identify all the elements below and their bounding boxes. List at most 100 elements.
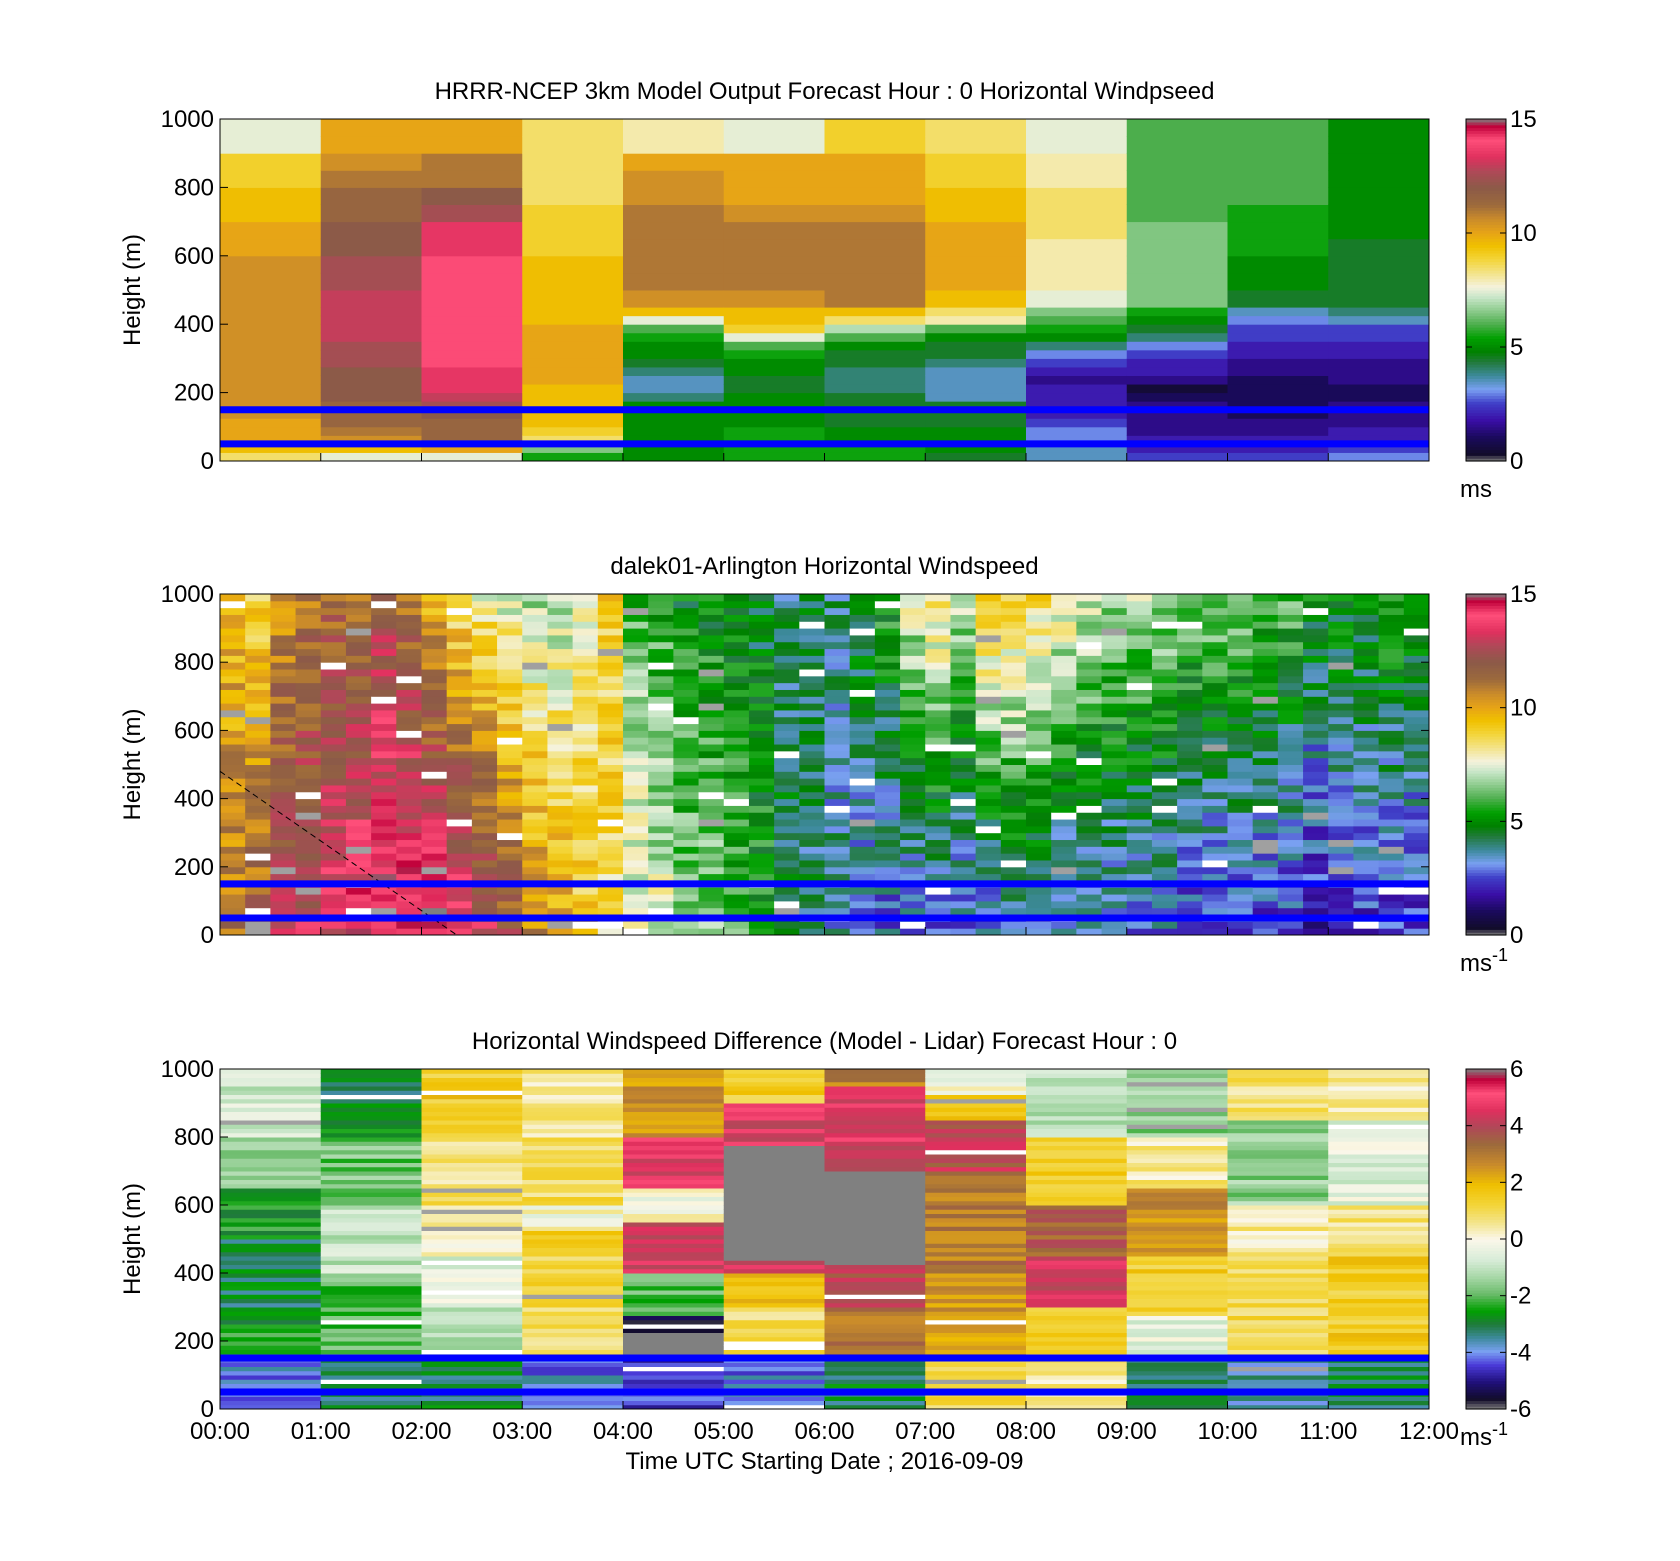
colorbar-swatch <box>1466 156 1506 160</box>
heatmap-cell <box>950 819 977 827</box>
heatmap-cell <box>1378 662 1405 670</box>
heatmap-cell <box>1353 703 1380 711</box>
heatmap-cell <box>547 594 574 602</box>
heatmap-cell <box>824 1217 926 1223</box>
colorbar-swatch <box>1466 1182 1506 1186</box>
heatmap-cell <box>1126 332 1228 342</box>
heatmap-cell <box>874 832 901 841</box>
heatmap-cell <box>1277 696 1304 704</box>
heatmap-cell <box>1026 703 1052 711</box>
heatmap-cell <box>270 887 297 895</box>
heatmap-cell <box>1026 1158 1128 1163</box>
heatmap-cell <box>220 366 322 376</box>
heatmap-cell <box>421 641 448 650</box>
heatmap-cell <box>396 648 422 656</box>
heatmap-cell <box>522 1328 624 1333</box>
heatmap-cell <box>320 621 347 629</box>
colorbar-swatch <box>1466 281 1506 285</box>
heatmap-cell <box>1202 921 1228 929</box>
heatmap-cell <box>245 634 271 643</box>
heatmap-cell <box>925 887 951 895</box>
heatmap-cell <box>1328 1315 1430 1321</box>
heatmap-cell <box>849 737 876 745</box>
heatmap-cell <box>1227 1103 1329 1108</box>
colorbar-swatch <box>1466 889 1506 893</box>
heatmap-cell <box>421 1222 523 1227</box>
heatmap-cell <box>648 600 674 609</box>
heatmap-cell <box>597 594 624 602</box>
heatmap-cell <box>950 750 977 759</box>
heatmap-cell <box>421 689 448 697</box>
heatmap-cell <box>295 805 322 813</box>
heatmap-cell <box>1126 384 1228 394</box>
colorbar-swatch <box>1466 1281 1506 1285</box>
heatmap-cell <box>421 1081 523 1087</box>
heatmap-cell <box>1227 1111 1329 1117</box>
heatmap-cell <box>371 648 397 656</box>
heatmap-cell <box>824 1162 926 1168</box>
heatmap-cell <box>1101 805 1128 813</box>
colorbar-swatch <box>1466 878 1506 882</box>
heatmap-cell <box>1227 696 1254 704</box>
heatmap-cell <box>824 696 851 704</box>
heatmap-cell <box>320 1366 422 1372</box>
heatmap-cell <box>673 703 700 711</box>
heatmap-cell <box>522 1137 624 1142</box>
heatmap-cell <box>1303 900 1329 909</box>
heatmap-cell <box>1403 594 1430 602</box>
heatmap-cell <box>1126 866 1153 875</box>
heatmap-cell <box>824 791 851 800</box>
heatmap-cell <box>421 170 523 188</box>
heatmap-cell <box>849 839 876 847</box>
colorbar-swatch <box>1466 324 1506 328</box>
heatmap-cell <box>421 1400 523 1406</box>
heatmap-cell <box>547 614 574 622</box>
heatmap-cell <box>421 655 448 663</box>
heatmap-cell <box>1051 764 1077 772</box>
heatmap-cell <box>1126 675 1153 684</box>
heatmap-cell <box>220 1132 322 1138</box>
heatmap-cell <box>1252 750 1279 759</box>
heatmap-cell <box>723 600 750 609</box>
heatmap-cell <box>245 839 271 847</box>
heatmap-cell <box>345 853 372 861</box>
heatmap-cell <box>1227 307 1329 317</box>
heatmap-cell <box>522 621 548 629</box>
heatmap-cell <box>220 1128 322 1134</box>
heatmap-cell <box>1378 846 1405 854</box>
heatmap-cell <box>1126 1137 1228 1142</box>
heatmap-cell <box>522 341 624 351</box>
heatmap-cell <box>925 716 951 725</box>
heatmap-cell <box>1202 887 1228 895</box>
heatmap-cell <box>471 873 498 881</box>
heatmap-cell <box>597 730 624 738</box>
heatmap-cell <box>1026 1400 1128 1406</box>
heatmap-cell <box>1353 648 1380 656</box>
heatmap-cell <box>270 900 297 909</box>
colorbar-swatch <box>1466 369 1506 374</box>
heatmap-cell <box>471 859 498 868</box>
heatmap-cell <box>421 1239 523 1244</box>
heatmap-cell <box>1177 839 1203 847</box>
heatmap-cell <box>1202 894 1228 902</box>
heatmap-cell <box>1202 614 1228 622</box>
heatmap-cell <box>623 1205 725 1210</box>
heatmap-cell <box>623 648 649 656</box>
colorbar-swatch <box>1466 423 1506 428</box>
heatmap-cell <box>950 812 977 820</box>
heatmap-cell <box>849 675 876 684</box>
heatmap-cell <box>748 853 775 861</box>
colorbar-swatch <box>1466 395 1506 399</box>
heatmap-cell <box>723 358 825 368</box>
colorbar-swatch <box>1466 838 1506 842</box>
heatmap-cell <box>799 812 825 820</box>
heatmap-cell <box>723 1332 825 1338</box>
heatmap-cell <box>572 866 599 875</box>
heatmap-cell <box>723 1154 825 1159</box>
heatmap-cell <box>925 204 1027 223</box>
y-tick-label: 0 <box>201 448 214 475</box>
heatmap-cell <box>1101 907 1128 916</box>
heatmap-cell <box>1403 784 1430 793</box>
heatmap-cell <box>1151 805 1178 813</box>
heatmap-cell <box>220 1141 322 1146</box>
